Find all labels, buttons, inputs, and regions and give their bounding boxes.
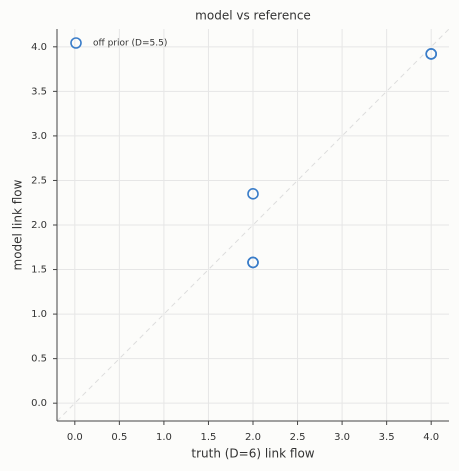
x-tick-label: 2.0 xyxy=(245,432,261,443)
x-tick-label: 1.5 xyxy=(201,432,217,443)
x-tick-label: 3.5 xyxy=(379,432,395,443)
y-tick-label: 3.5 xyxy=(31,86,47,97)
y-tick-label: 3.0 xyxy=(31,131,47,142)
legend-label: off prior (D=5.5) xyxy=(93,39,167,49)
x-tick-label: 0.5 xyxy=(111,432,127,443)
x-axis-label: truth (D=6) link flow xyxy=(191,447,314,461)
reference-line xyxy=(56,28,450,422)
y-tick-label: 1.0 xyxy=(31,309,47,320)
point xyxy=(247,256,259,269)
chart-title: model vs reference xyxy=(195,9,311,23)
x-tick-label: 1.0 xyxy=(156,432,172,443)
x-tick-label: 4.0 xyxy=(423,432,439,443)
y-tick-label: 0.0 xyxy=(31,398,47,409)
point xyxy=(247,188,259,200)
x-tick-label: 0.0 xyxy=(67,432,83,443)
y-tick-label: 2.0 xyxy=(31,220,47,231)
x-tick-label: 2.5 xyxy=(290,432,306,443)
y-tick-label: 1.5 xyxy=(31,265,47,276)
y-tick-label: 4.0 xyxy=(31,42,47,53)
y-axis-label: model link flow xyxy=(11,179,25,270)
legend-marker xyxy=(70,37,82,49)
x-tick-label: 3.0 xyxy=(334,432,350,443)
y-tick-label: 2.5 xyxy=(31,175,47,186)
y-tick-label: 0.5 xyxy=(31,354,47,365)
point xyxy=(425,48,437,60)
